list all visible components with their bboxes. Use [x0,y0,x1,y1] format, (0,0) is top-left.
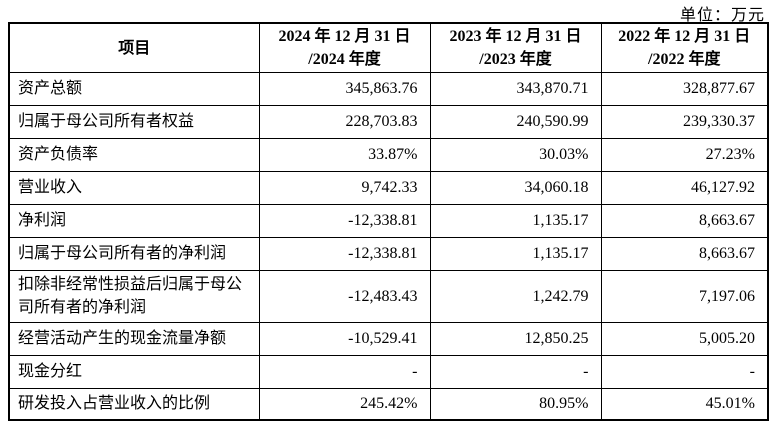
table-row-cash-dividend: 现金分红 - - - [8,355,769,390]
table-row-net-profit: 净利润 -12,338.81 1,135.17 8,663.67 [8,204,769,239]
table-row-revenue: 营业收入 9,742.33 34,060.18 46,127.92 [8,171,769,206]
cell-value: 345,863.76 [258,72,431,107]
row-label: 经营活动产生的现金流量净额 [8,322,260,357]
row-label: 净利润 [8,204,260,239]
col-header-item: 项目 [8,22,260,74]
cell-value: 1,135.17 [429,237,602,272]
cell-value: 12,850.25 [429,322,602,357]
cell-value: 239,330.37 [600,105,769,140]
cell-value: 245.42% [258,388,431,421]
table-row-operating-cash-flow: 经营活动产生的现金流量净额 -10,529.41 12,850.25 5,005… [8,322,769,357]
cell-value: 46,127.92 [600,171,769,206]
col-header-2022: 2022 年 12 月 31 日 /2022 年度 [600,22,769,74]
cell-value: - [258,355,431,390]
col-header-2024: 2024 年 12 月 31 日 /2024 年度 [258,22,431,74]
cell-value: 45.01% [600,388,769,421]
financial-summary-table: 项目 2024 年 12 月 31 日 /2024 年度 2023 年 12 月… [8,22,769,421]
cell-value: 34,060.18 [429,171,602,206]
cell-value: 8,663.67 [600,237,769,272]
row-label: 研发投入占营业收入的比例 [8,388,260,421]
table-row-parent-net-profit: 归属于母公司所有者的净利润 -12,338.81 1,135.17 8,663.… [8,237,769,272]
cell-value: 30.03% [429,138,602,173]
cell-value: 80.95% [429,388,602,421]
row-label: 资产总额 [8,72,260,107]
row-label: 营业收入 [8,171,260,206]
cell-value: 240,590.99 [429,105,602,140]
col-header-2023: 2023 年 12 月 31 日 /2023 年度 [429,22,602,74]
table-row-deducted-net-profit: 扣除非经常性损益后归属于母公司所有者的净利润 -12,483.43 1,242.… [8,270,769,324]
cell-value: -12,338.81 [258,237,431,272]
header-row: 项目 2024 年 12 月 31 日 /2024 年度 2023 年 12 月… [8,22,769,74]
cell-value: 1,242.79 [429,270,602,324]
cell-value: 5,005.20 [600,322,769,357]
cell-value: 7,197.06 [600,270,769,324]
row-label: 归属于母公司所有者权益 [8,105,260,140]
cell-value: -12,338.81 [258,204,431,239]
cell-value: -10,529.41 [258,322,431,357]
cell-value: - [429,355,602,390]
cell-value: 1,135.17 [429,204,602,239]
unit-label: 单位：万元 [679,7,765,24]
table-row-parent-equity: 归属于母公司所有者权益 228,703.83 240,590.99 239,33… [8,105,769,140]
cell-value: 228,703.83 [258,105,431,140]
cell-value: 328,877.67 [600,72,769,107]
row-label: 现金分红 [8,355,260,390]
cell-value: 33.87% [258,138,431,173]
cell-value: 8,663.67 [600,204,769,239]
table-row-rd-ratio: 研发投入占营业收入的比例 245.42% 80.95% 45.01% [8,388,769,421]
cell-value: - [600,355,769,390]
cell-value: 9,742.33 [258,171,431,206]
table-row-total-assets: 资产总额 345,863.76 343,870.71 328,877.67 [8,72,769,107]
cell-value: 343,870.71 [429,72,602,107]
table-row-debt-ratio: 资产负债率 33.87% 30.03% 27.23% [8,138,769,173]
row-label: 归属于母公司所有者的净利润 [8,237,260,272]
cell-value: -12,483.43 [258,270,431,324]
row-label: 资产负债率 [8,138,260,173]
cell-value: 27.23% [600,138,769,173]
row-label: 扣除非经常性损益后归属于母公司所有者的净利润 [8,270,260,324]
